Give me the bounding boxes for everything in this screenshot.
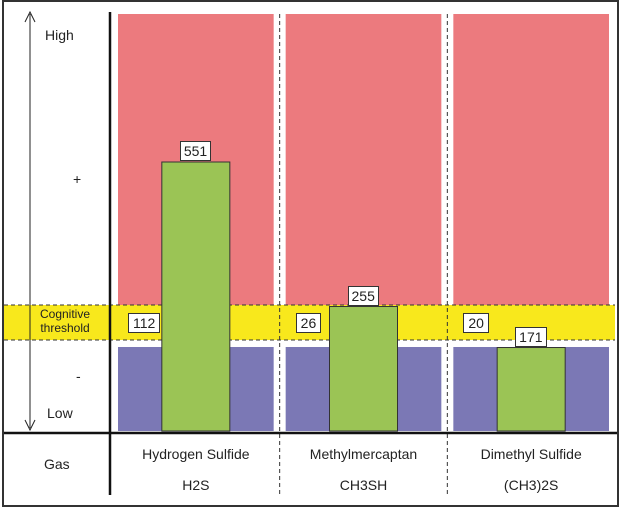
y-label-threshold-line2: threshold xyxy=(40,321,90,335)
y-label-high: High xyxy=(45,27,74,43)
bar-value-label-1: 255 xyxy=(347,285,379,306)
category-header: Gas xyxy=(44,456,70,472)
category-formula-0: H2S xyxy=(182,477,210,493)
scale-arrow-up-head xyxy=(24,10,36,23)
threshold-value-label-0: 112 xyxy=(128,313,161,333)
y-label-threshold-line1: Cognitive xyxy=(39,307,91,321)
threshold-value-label-1: 26 xyxy=(295,313,322,333)
y-label-threshold: Cognitive threshold xyxy=(30,307,100,335)
high-zone-2 xyxy=(453,14,609,305)
category-name-1: Methylmercaptan xyxy=(309,446,418,462)
category-formula-2: (CH3)2S xyxy=(503,477,559,493)
category-name-0: Hydrogen Sulfide xyxy=(142,446,250,462)
separators-layer xyxy=(279,14,448,495)
threshold-value-label-2: 20 xyxy=(463,313,489,333)
scale-arrow-down-head xyxy=(24,419,36,432)
category-name-2: Dimethyl Sulfide xyxy=(480,446,582,462)
bar-2 xyxy=(496,347,566,432)
bar-1 xyxy=(329,306,398,432)
category-formula-1: CH3SH xyxy=(339,477,388,493)
high-zone-1 xyxy=(285,14,442,305)
threshold-band-left xyxy=(4,305,112,340)
bar-value-label-0: 551 xyxy=(179,141,212,161)
y-label-low: Low xyxy=(47,405,73,421)
y-label-minus: - xyxy=(76,368,81,384)
bar-0 xyxy=(161,161,231,432)
y-label-plus: + xyxy=(73,171,82,187)
bars-layer xyxy=(161,161,566,432)
bar-value-label-2: 171 xyxy=(515,326,547,347)
